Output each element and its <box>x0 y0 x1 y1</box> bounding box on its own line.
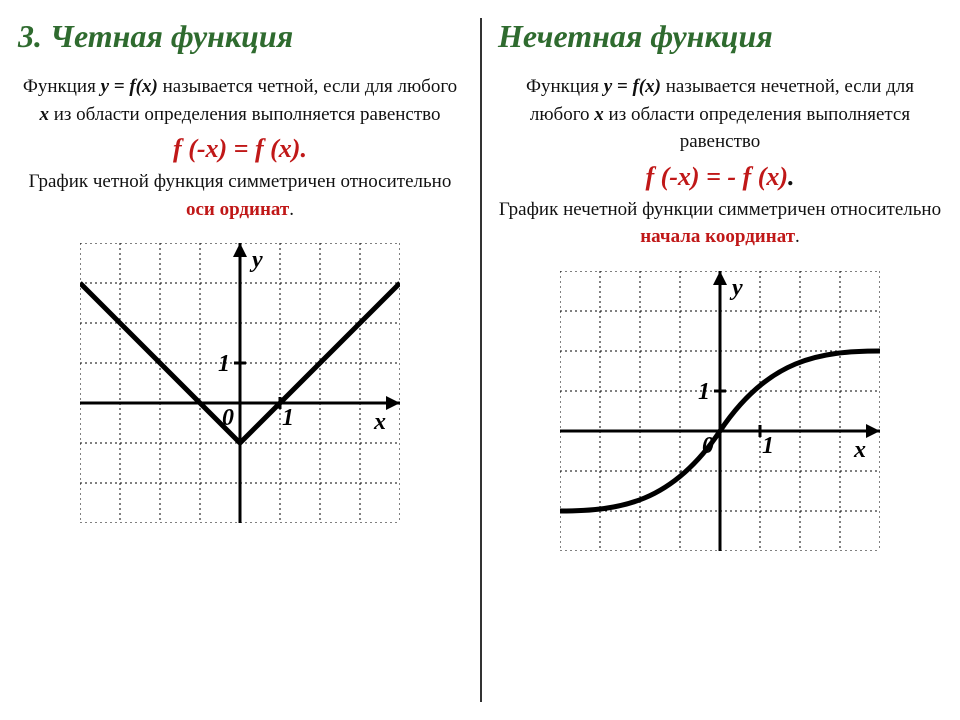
svg-text:1: 1 <box>282 405 294 431</box>
even-function-graph: 0 1 1 y x <box>80 243 400 523</box>
svg-text:1: 1 <box>218 351 230 377</box>
column-divider <box>480 18 482 702</box>
odd-formula: f (-x) = - f (x). <box>498 162 942 192</box>
odd-definition: Функция y = f(x) называется нечетной, ес… <box>498 73 942 156</box>
odd-symmetry-note: График нечетной функции симметричен отно… <box>498 196 942 251</box>
svg-text:x: x <box>853 437 866 463</box>
svg-text:x: x <box>373 409 386 435</box>
svg-text:0: 0 <box>222 405 234 431</box>
even-definition: Функция y = f(x) называется четной, если… <box>18 73 462 128</box>
even-title: 3. Четная функция <box>18 18 462 55</box>
svg-text:y: y <box>729 275 743 301</box>
odd-title: Нечетная функция <box>498 18 942 55</box>
odd-function-graph: 0 1 1 y x <box>560 271 880 551</box>
svg-text:1: 1 <box>762 433 774 459</box>
odd-function-column: Нечетная функция Функция y = f(x) называ… <box>480 0 960 720</box>
svg-text:1: 1 <box>698 379 710 405</box>
even-formula: f (-x) = f (x). <box>18 134 462 164</box>
even-symmetry-note: График четной функция симметричен относи… <box>18 168 462 223</box>
svg-text:0: 0 <box>702 433 714 459</box>
svg-text:y: y <box>249 247 263 273</box>
even-function-column: 3. Четная функция Функция y = f(x) назыв… <box>0 0 480 720</box>
